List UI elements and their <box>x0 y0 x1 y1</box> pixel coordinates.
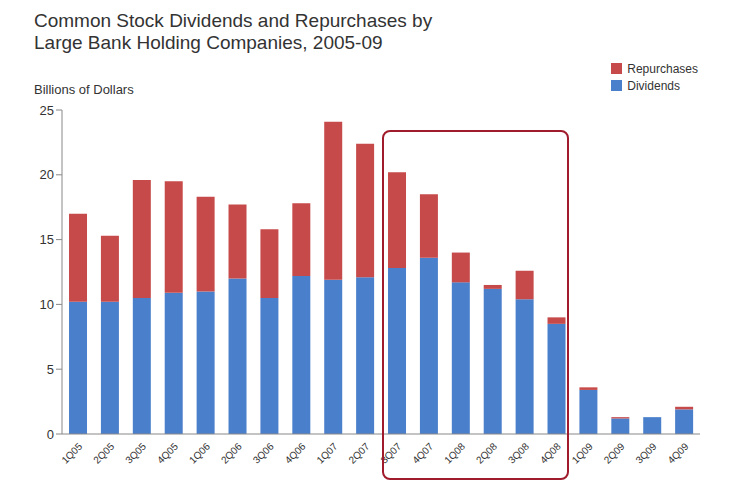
svg-text:15: 15 <box>40 232 54 247</box>
svg-text:4Q07: 4Q07 <box>410 440 435 465</box>
svg-text:1Q06: 1Q06 <box>187 440 212 465</box>
svg-text:1Q05: 1Q05 <box>59 440 84 465</box>
html-text:Repurchases: Repurchases <box>627 61 698 76</box>
html-text:Dividends: Dividends <box>627 78 680 93</box>
svg-text:2Q09: 2Q09 <box>602 440 627 465</box>
svg-text:20: 20 <box>40 167 54 182</box>
svg-text:1Q08: 1Q08 <box>442 440 467 465</box>
svg-text:2Q08: 2Q08 <box>474 440 499 465</box>
svg-text:2Q05: 2Q05 <box>91 440 116 465</box>
svg-text:5: 5 <box>47 362 54 377</box>
svg-text:3Q05: 3Q05 <box>123 440 148 465</box>
svg-text:3Q08: 3Q08 <box>506 440 531 465</box>
svg-text:4Q09: 4Q09 <box>665 440 690 465</box>
svg-text:0: 0 <box>47 427 54 442</box>
svg-text:4Q06: 4Q06 <box>283 440 308 465</box>
svg-text:4Q05: 4Q05 <box>155 440 180 465</box>
svg-text:2Q07: 2Q07 <box>346 440 371 465</box>
svg-text:1Q07: 1Q07 <box>315 440 340 465</box>
svg-text:2Q06: 2Q06 <box>219 440 244 465</box>
svg-text:10: 10 <box>40 297 54 312</box>
svg-text:4Q08: 4Q08 <box>538 440 563 465</box>
svg-text:1Q09: 1Q09 <box>570 440 595 465</box>
html-text:Common Stock Dividends and Rep: Common Stock Dividends and Repurchases b… <box>34 10 433 53</box>
html-text:Billions of Dollars: Billions of Dollars <box>34 82 134 97</box>
svg-text:3Q09: 3Q09 <box>634 440 659 465</box>
svg-text:3Q07: 3Q07 <box>378 440 403 465</box>
svg-text:25: 25 <box>40 103 54 118</box>
svg-text:3Q06: 3Q06 <box>251 440 276 465</box>
